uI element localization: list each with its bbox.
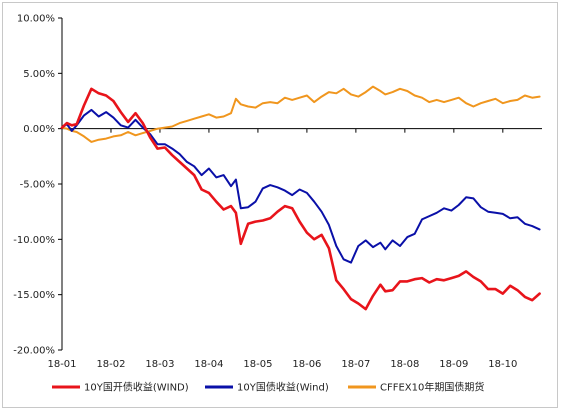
y-axis: 10.00% 5.00% 0.00% -5.00% -10.00% -15.00% -20.… xyxy=(13,14,63,357)
series-lines xyxy=(60,85,541,311)
y-tick-label: 10.00% xyxy=(17,14,55,25)
y-tick-label: -20.00% xyxy=(13,346,55,357)
x-tick-label: 18-06 xyxy=(292,359,321,370)
series-line-1 xyxy=(61,108,541,264)
x-tick-label: 18-02 xyxy=(96,359,125,370)
legend-label-0: 10Y国开债收益(WIND) xyxy=(84,381,189,394)
x-axis: 18-01 18-02 18-03 18-04 18-05 18-06 18-07 18-08… xyxy=(47,128,542,370)
legend-label-2: CFFEX10年期国债期货 xyxy=(380,381,484,394)
y-tick-label: -10.00% xyxy=(13,235,55,246)
x-tick-label: 18-07 xyxy=(341,359,370,370)
y-tick-label: 5.00% xyxy=(23,69,55,80)
x-tick-label: 18-09 xyxy=(439,359,468,370)
legend-label-1: 10Y国债收益(Wind) xyxy=(237,381,329,394)
x-tick-label: 18-04 xyxy=(194,359,223,370)
y-tick-label: -15.00% xyxy=(13,290,55,301)
x-tick-label: 18-05 xyxy=(243,359,272,370)
y-tick-label: 0.00% xyxy=(23,124,55,135)
x-tick-label: 18-03 xyxy=(145,359,174,370)
series-line-2 xyxy=(61,85,541,143)
series-line-0 xyxy=(60,87,541,311)
chart-frame xyxy=(2,2,558,408)
x-tick-label: 18-01 xyxy=(47,359,76,370)
x-tick-label: 18-10 xyxy=(488,359,517,370)
legend: 10Y国开债收益(WIND) 10Y国债收益(Wind) CFFEX10年期国债期货 xyxy=(52,381,484,394)
y-tick-label: -5.00% xyxy=(20,180,55,191)
x-tick-label: 18-08 xyxy=(390,359,419,370)
